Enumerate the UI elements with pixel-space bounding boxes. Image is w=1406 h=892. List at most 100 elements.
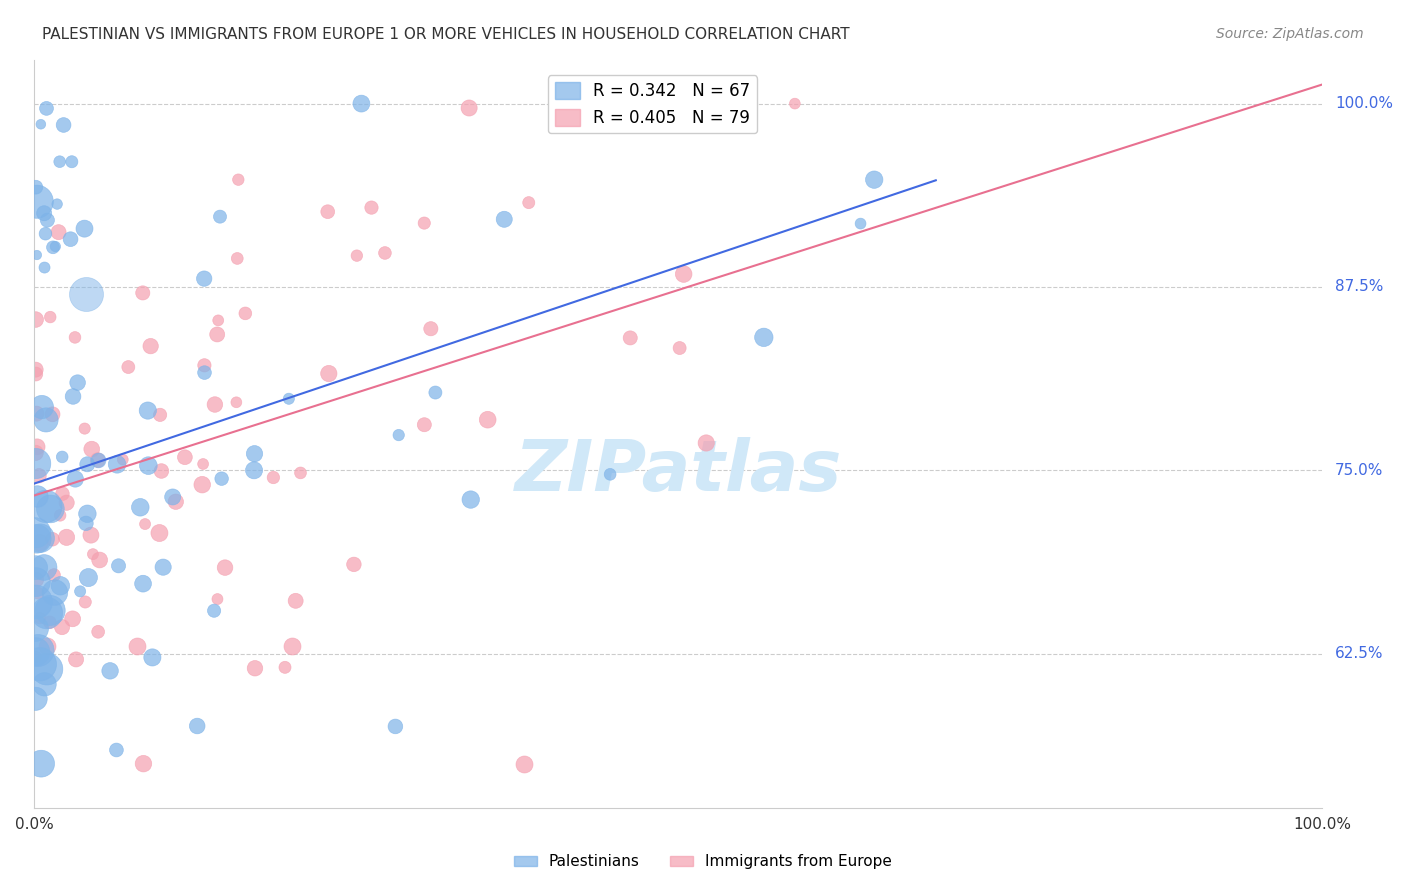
Point [60, 154, 83, 169]
Point [75, 516, 97, 531]
Point [24, 650, 46, 665]
Point [105, 458, 128, 472]
Point [76, 507, 98, 521]
Point [38, 615, 60, 630]
Point [134, 517, 156, 532]
Point [105, 743, 128, 757]
Text: Source: ZipAtlas.com: Source: ZipAtlas.com [1216, 27, 1364, 41]
Point [48, 154, 70, 169]
Point [388, 428, 411, 442]
Text: PALESTINIAN VS IMMIGRANTS FROM EUROPE 1 OR MORE VEHICLES IN HOUSEHOLD CORRELATIO: PALESTINIAN VS IMMIGRANTS FROM EUROPE 1 … [42, 27, 849, 42]
Text: 62.5%: 62.5% [1334, 646, 1384, 661]
Point [25, 407, 48, 421]
Point [46, 197, 69, 211]
Point [204, 397, 226, 411]
Point [25, 194, 48, 209]
Point [477, 413, 499, 427]
Point [35, 500, 58, 514]
Point [165, 494, 187, 508]
Point [24, 446, 46, 460]
Point [193, 366, 215, 380]
Point [132, 576, 155, 591]
Point [37, 213, 59, 227]
Point [174, 450, 197, 465]
Point [425, 385, 447, 400]
Point [28, 657, 51, 672]
Point [208, 210, 231, 224]
Point [262, 470, 284, 484]
Point [75, 287, 97, 301]
Point [695, 436, 717, 450]
Point [34, 227, 56, 241]
Point [39, 310, 62, 324]
Point [69, 584, 91, 599]
Point [24, 457, 46, 471]
Point [55, 530, 77, 544]
Point [87, 453, 110, 467]
Point [274, 660, 297, 674]
Point [162, 490, 184, 504]
Point [141, 650, 163, 665]
Point [34, 260, 56, 275]
Point [80, 442, 103, 457]
Point [24, 595, 46, 609]
Point [28, 536, 51, 550]
Point [233, 306, 256, 320]
Point [63, 330, 86, 344]
Point [62, 389, 84, 403]
Point [419, 322, 441, 336]
Point [346, 249, 368, 263]
Text: 87.5%: 87.5% [1334, 279, 1384, 294]
Point [193, 359, 215, 373]
Point [87, 453, 110, 467]
Point [66, 376, 89, 390]
Point [783, 96, 806, 111]
Point [39, 502, 62, 516]
Point [350, 96, 373, 111]
Point [25, 532, 48, 546]
Point [25, 573, 48, 587]
Point [51, 487, 73, 501]
Point [75, 595, 97, 609]
Point [44, 239, 66, 253]
Point [202, 604, 225, 618]
Point [148, 526, 170, 541]
Point [517, 195, 540, 210]
Point [30, 756, 52, 771]
Point [32, 206, 55, 220]
Point [599, 467, 621, 482]
Point [37, 640, 59, 654]
Point [152, 560, 174, 574]
Legend: Palestinians, Immigrants from Europe: Palestinians, Immigrants from Europe [508, 848, 898, 875]
Point [752, 330, 775, 344]
Point [111, 452, 134, 467]
Point [49, 579, 72, 593]
Point [132, 285, 155, 300]
Point [512, 756, 534, 771]
Point [107, 558, 129, 573]
Point [318, 367, 340, 381]
Point [98, 664, 121, 678]
Point [24, 367, 46, 381]
Point [44, 585, 66, 599]
Point [191, 477, 214, 491]
Point [77, 570, 100, 584]
Point [35, 102, 58, 116]
Point [384, 719, 406, 733]
Point [42, 240, 65, 254]
Point [41, 407, 63, 421]
Point [65, 472, 87, 486]
Point [35, 606, 58, 620]
Point [24, 560, 46, 574]
Point [458, 101, 481, 115]
Point [668, 341, 690, 355]
Point [35, 413, 58, 427]
Point [191, 457, 214, 471]
Point [28, 611, 51, 625]
Point [243, 447, 266, 461]
Point [193, 271, 215, 285]
Point [89, 553, 111, 567]
Point [32, 560, 55, 574]
Point [24, 362, 46, 376]
Point [277, 392, 299, 406]
